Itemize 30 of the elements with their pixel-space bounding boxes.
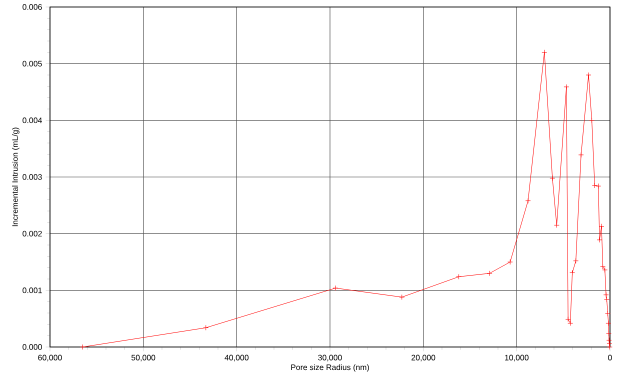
- point: [606, 330, 612, 336]
- point: [486, 270, 492, 276]
- point: [568, 320, 574, 326]
- point: [592, 182, 598, 188]
- point: [399, 294, 405, 300]
- point: [203, 324, 209, 330]
- point: [564, 84, 570, 90]
- point: [605, 310, 610, 316]
- point: [507, 259, 513, 265]
- point: [332, 285, 338, 291]
- point: [456, 274, 462, 280]
- point: [542, 50, 548, 56]
- point: [603, 292, 609, 298]
- point: [573, 258, 579, 264]
- point: [589, 118, 595, 124]
- point: [578, 152, 584, 158]
- point: [602, 267, 608, 273]
- point: [586, 72, 592, 78]
- point: [600, 264, 606, 270]
- point: [525, 198, 531, 204]
- point: [570, 270, 576, 276]
- point: [550, 175, 556, 181]
- point: [596, 183, 602, 189]
- point: [598, 224, 604, 230]
- point: [554, 222, 560, 228]
- point: [596, 237, 602, 243]
- point: [606, 320, 612, 326]
- point: [604, 296, 610, 302]
- point: [565, 316, 571, 322]
- point: [606, 337, 612, 343]
